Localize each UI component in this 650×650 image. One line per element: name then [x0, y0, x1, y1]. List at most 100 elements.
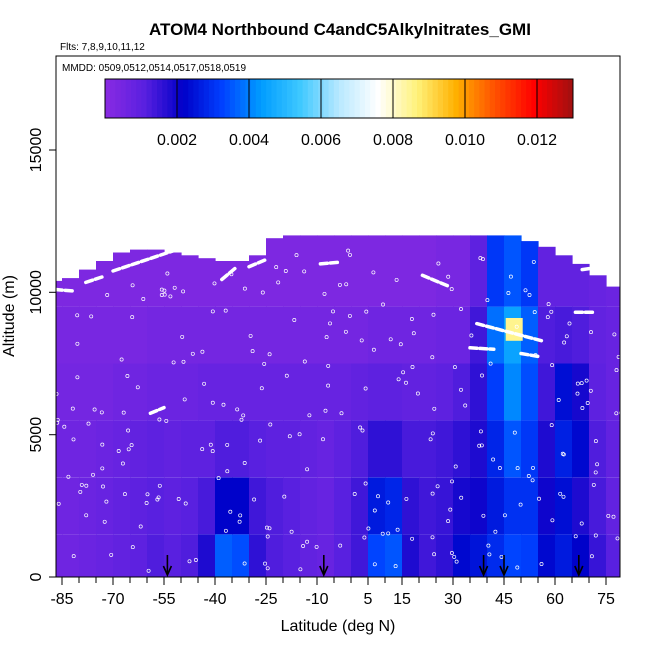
heatmap-cell	[198, 420, 216, 478]
sample-point	[126, 428, 131, 433]
arrow-marker	[478, 555, 489, 577]
colorbar-step	[240, 79, 246, 118]
sample-point	[157, 483, 162, 488]
sample-point	[183, 501, 188, 506]
sample-point	[575, 381, 580, 386]
colorbar-step	[141, 79, 148, 118]
sample-point	[343, 329, 348, 334]
sample-point	[337, 282, 342, 287]
heatmap-cell	[147, 363, 165, 421]
colorbar-step	[370, 79, 376, 118]
colorbar-step	[401, 79, 408, 118]
sample-point	[225, 469, 230, 474]
heatmap-cell	[130, 420, 148, 478]
heatmap-cell	[283, 235, 301, 307]
heatmap-cell	[419, 534, 437, 577]
colorbar-step	[562, 79, 569, 118]
sample-point	[165, 271, 170, 276]
sample-point	[323, 408, 328, 413]
heatmap-cell	[555, 420, 573, 478]
heatmap-cell	[198, 258, 216, 307]
heatmap-cell	[266, 534, 284, 577]
heatmap-cell	[589, 363, 607, 421]
heatmap-cell	[300, 420, 318, 478]
flight-track	[220, 266, 238, 282]
sample-point	[561, 494, 566, 499]
heatmap-cell	[181, 363, 199, 421]
heatmap-cell	[385, 235, 403, 307]
colorbar-step	[427, 79, 434, 118]
sample-point	[71, 437, 76, 442]
heatmap-cell	[96, 477, 114, 535]
x-axis: -85 -70 -55 -40 -25 -10 5 15 30 45 60 75	[50, 577, 615, 608]
sample-point	[171, 360, 176, 365]
heatmap-cell	[436, 235, 454, 307]
sample-point	[109, 552, 114, 557]
heatmap-cell	[419, 363, 437, 421]
sample-point	[49, 511, 52, 514]
sample-point	[321, 437, 325, 442]
heatmap-cell	[164, 252, 182, 307]
colorbar-step	[422, 79, 428, 118]
sample-point	[348, 252, 352, 257]
colorbar-step	[328, 79, 335, 118]
heatmap-cell	[589, 534, 607, 577]
heatmap-cell	[317, 235, 335, 307]
heatmap-cell	[266, 306, 284, 364]
sample-point	[415, 391, 420, 396]
sample-point	[238, 513, 243, 518]
sample-point	[79, 482, 84, 487]
flight-tracks	[56, 205, 605, 416]
heatmap-cell	[147, 477, 165, 535]
colorbar-step	[349, 79, 356, 118]
sample-point	[84, 483, 89, 488]
heatmap-cell	[436, 534, 454, 577]
sample-point	[242, 461, 247, 465]
sample-point	[328, 321, 332, 326]
sample-point	[210, 449, 215, 454]
sample-point	[454, 559, 459, 564]
sample-point	[210, 400, 215, 405]
sample-point	[394, 277, 399, 282]
colorbar-step	[183, 79, 189, 118]
heatmap-hotspot	[505, 318, 523, 341]
sample-point	[225, 442, 230, 447]
sample-point	[531, 259, 536, 264]
heatmap-cell	[79, 534, 97, 577]
sample-point	[208, 442, 213, 447]
colorbar-step	[157, 79, 163, 118]
heatmap-cell	[147, 249, 165, 307]
sample-point	[263, 561, 267, 566]
heatmap-cell	[62, 306, 80, 364]
sample-point	[89, 314, 94, 319]
heatmap-cell	[385, 534, 403, 577]
sample-point	[537, 496, 541, 501]
sample-point	[164, 418, 169, 423]
sample-point	[459, 387, 463, 392]
heatmap-cell	[589, 306, 607, 364]
colorbar-step	[261, 79, 267, 118]
sample-point	[260, 290, 265, 295]
colorbar-step	[110, 79, 116, 118]
heatmap-cell	[402, 363, 420, 421]
sample-point	[411, 331, 416, 336]
sample-point	[346, 248, 351, 253]
sample-point	[287, 434, 292, 439]
colorbar-step	[417, 79, 423, 118]
sample-point	[212, 281, 217, 286]
heatmap-cell	[249, 363, 267, 421]
sample-point	[252, 497, 257, 502]
sample-point	[284, 373, 289, 378]
heatmap-cells	[56, 235, 620, 577]
sample-point	[452, 554, 457, 559]
sample-point	[398, 342, 403, 347]
sample-point	[499, 554, 504, 559]
sample-point	[314, 544, 319, 549]
colorbar-step	[458, 79, 465, 118]
sample-points	[49, 248, 620, 573]
sample-point	[91, 472, 95, 477]
heatmap-cell	[147, 420, 165, 478]
sample-point	[289, 529, 294, 534]
sample-point	[156, 495, 161, 500]
